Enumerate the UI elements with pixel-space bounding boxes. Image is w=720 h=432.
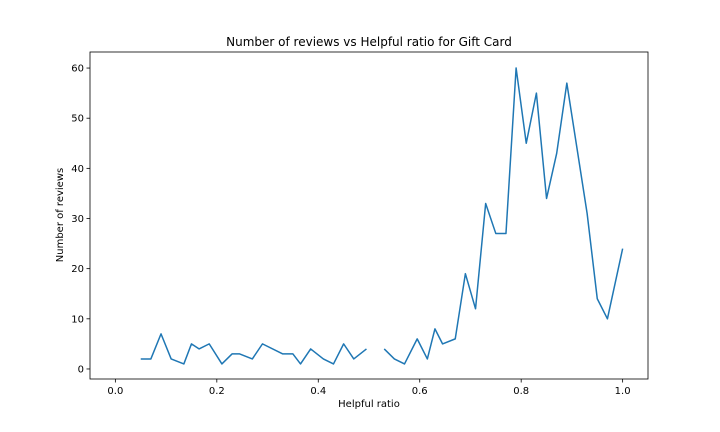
x-tick-label: 0.2: [209, 386, 225, 397]
y-tick-label: 40: [71, 164, 84, 175]
y-tick-label: 20: [71, 264, 84, 275]
x-tick-label: 1.0: [615, 386, 631, 397]
x-axis-label: Helpful ratio: [338, 399, 400, 410]
y-axis-ticks: 0 10 20 30 40 50 60: [71, 64, 90, 375]
x-tick-label: 0.0: [107, 386, 123, 397]
x-tick-label: 0.8: [513, 386, 529, 397]
chart-title: Number of reviews vs Helpful ratio for G…: [226, 35, 512, 49]
y-tick-label: 50: [71, 114, 84, 125]
y-axis-label: Number of reviews: [55, 168, 66, 262]
x-tick-label: 0.4: [310, 386, 326, 397]
y-tick-label: 0: [78, 364, 84, 375]
y-tick-label: 30: [71, 214, 84, 225]
y-tick-label: 10: [71, 314, 84, 325]
plot-lines: [140, 67, 624, 365]
series-line: [140, 333, 367, 365]
plot-frame: [89, 51, 649, 380]
series-line: [383, 67, 624, 365]
x-tick-label: 0.6: [412, 386, 428, 397]
x-axis-ticks: 0.0 0.2 0.4 0.6 0.8 1.0: [107, 379, 631, 397]
y-tick-label: 60: [71, 64, 84, 75]
